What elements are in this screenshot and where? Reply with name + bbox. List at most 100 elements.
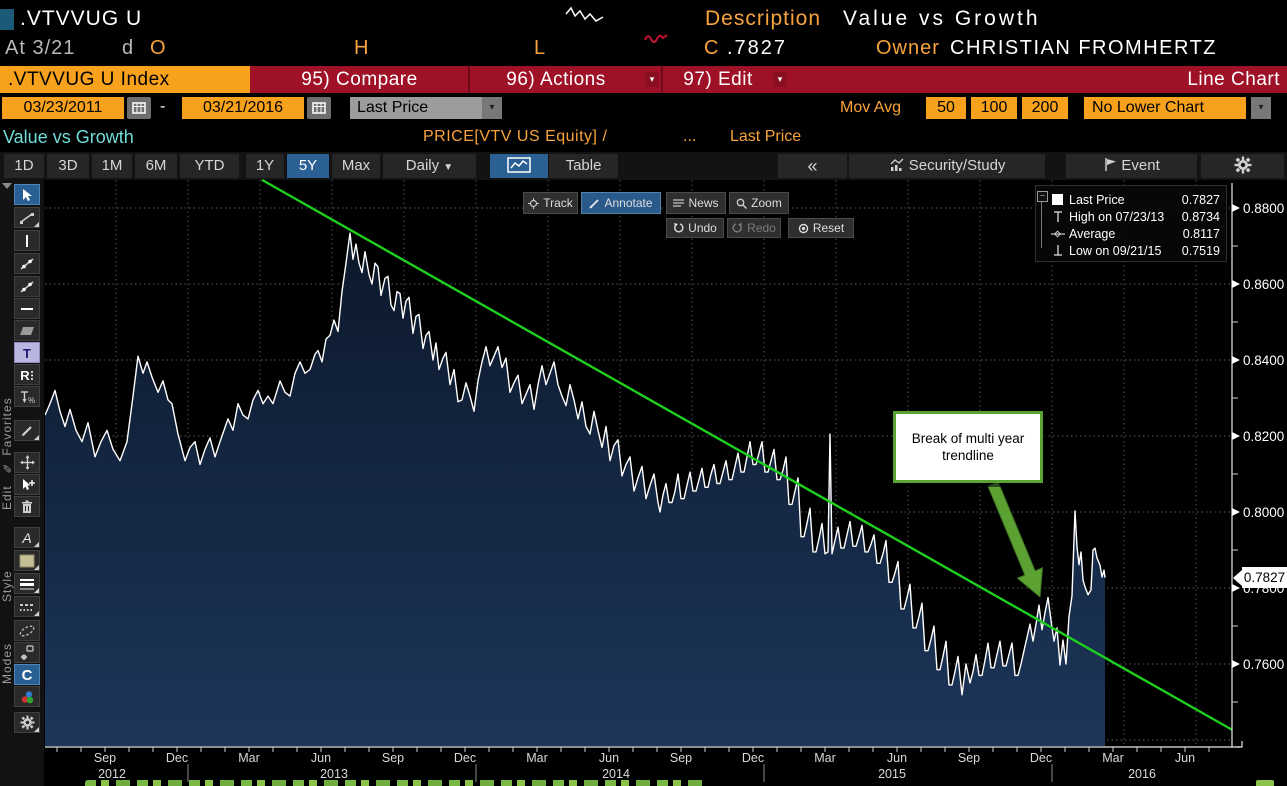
channel-tool-button[interactable] xyxy=(14,320,40,341)
range-tab-1d[interactable]: 1D xyxy=(4,154,44,178)
regression-icon: R xyxy=(19,368,35,382)
legend-label: High on 07/23/13 xyxy=(1069,209,1165,224)
track-button[interactable]: Track xyxy=(523,192,578,214)
edit-button[interactable]: 97) Edit xyxy=(683,69,753,90)
redo-icon xyxy=(732,223,743,233)
period-dropdown-daily[interactable]: Daily ▼ xyxy=(383,154,476,178)
line-chart-view-button[interactable] xyxy=(490,154,548,178)
reset-button[interactable]: Reset xyxy=(788,218,854,238)
annotation-arrow[interactable] xyxy=(987,481,1046,600)
date-to-calendar-button[interactable] xyxy=(307,97,331,119)
annotation-arrow-icon[interactable] xyxy=(987,481,1044,598)
mov-avg-50-button[interactable]: 50 xyxy=(926,97,966,119)
multi-select-tool-button[interactable] xyxy=(14,474,40,495)
legend-row-last-price[interactable]: Last Price 0.7827 xyxy=(1050,191,1220,208)
svg-text:%: % xyxy=(28,396,35,404)
delete-annotation-tool-button[interactable] xyxy=(14,496,40,517)
actions-button[interactable]: 96) Actions xyxy=(506,69,606,90)
regression-tool-button[interactable]: R xyxy=(14,364,40,385)
compare-button[interactable]: 95) Compare xyxy=(301,69,418,90)
range-tab-3d[interactable]: 3D xyxy=(47,154,89,178)
legend-label: Low on 09/21/15 xyxy=(1069,243,1162,258)
collapse-panel-button[interactable]: « xyxy=(778,154,847,178)
chart-settings-button[interactable] xyxy=(1201,154,1284,178)
y-axis-label: 0.8000 xyxy=(1243,505,1284,520)
lower-chart-dropdown[interactable]: No Lower Chart xyxy=(1084,97,1246,119)
extended-line-tool-button[interactable] xyxy=(14,276,40,297)
annotate-button[interactable]: Annotate xyxy=(581,192,661,214)
index-title-button[interactable]: .VTVVUG U Index xyxy=(0,66,250,93)
drawing-toolbar: ✎ Favorites Edit Style Modes T R% A C xyxy=(0,180,44,786)
crescent-icon: C xyxy=(20,667,34,682)
legend-row-high-on-07-23-13[interactable]: High on 07/23/13 0.8734 xyxy=(1050,208,1220,225)
cursor-tool-button[interactable] xyxy=(14,184,40,205)
trendline-icon xyxy=(19,211,35,225)
chart-settings-tool-button[interactable] xyxy=(14,712,40,733)
formula-ellipsis[interactable]: ... xyxy=(683,128,697,145)
crescent-mode-tool-button[interactable]: C xyxy=(14,664,40,685)
caret-icon xyxy=(34,542,39,547)
lasso-tool-button[interactable] xyxy=(14,620,40,641)
news-button[interactable]: News xyxy=(666,192,726,214)
date-from-calendar-button[interactable] xyxy=(127,97,151,119)
range-tab-6m[interactable]: 6M xyxy=(135,154,177,178)
toolbar-collapse-icon[interactable] xyxy=(2,183,12,189)
move-tool-button[interactable] xyxy=(14,452,40,473)
range-tab-1y[interactable]: 1Y xyxy=(246,154,284,178)
legend-value: 0.7519 xyxy=(1181,243,1220,258)
x-axis-month-label: Jun xyxy=(311,751,331,765)
table-view-button[interactable]: Table xyxy=(549,154,618,178)
event-button[interactable]: Event xyxy=(1066,154,1197,178)
last-price-swatch-icon xyxy=(1050,193,1066,206)
y-axis-label: 0.8400 xyxy=(1243,353,1284,368)
line-style-tool-button[interactable] xyxy=(14,596,40,617)
mov-avg-100-button[interactable]: 100 xyxy=(971,97,1017,119)
legend-box[interactable]: − Last Price 0.7827 High on 07/23/13 0.8734… xyxy=(1035,185,1227,262)
range-tab-max[interactable]: Max xyxy=(332,154,380,178)
trendline-tool-button[interactable] xyxy=(14,207,40,228)
range-tab-1m[interactable]: 1M xyxy=(92,154,132,178)
font-tool-button[interactable]: A xyxy=(14,527,40,548)
security-study-button[interactable]: Security/Study xyxy=(849,154,1045,178)
x-axis-month-label: Jun xyxy=(1175,751,1195,765)
horizontal-line-tool-button[interactable] xyxy=(14,298,40,319)
trendline[interactable] xyxy=(261,178,1233,731)
price-field-dropdown[interactable]: Last Price xyxy=(350,97,487,119)
zoom-button[interactable]: Zoom xyxy=(729,192,789,214)
draw-tool-button[interactable] xyxy=(14,420,40,441)
date-from-field[interactable]: 03/23/2011 xyxy=(2,97,124,119)
undo-button[interactable]: Undo xyxy=(666,218,724,238)
low-marker-icon xyxy=(1050,244,1066,257)
range-tab-5y[interactable]: 5Y xyxy=(287,154,329,178)
line-width-tool-button[interactable] xyxy=(14,573,40,594)
legend-row-average[interactable]: Average 0.8117 xyxy=(1050,225,1220,242)
toolbar-divider xyxy=(661,66,663,93)
edit-caret-icon[interactable]: ▾ xyxy=(773,72,787,87)
quote-high-label: H xyxy=(354,37,370,59)
lower-chart-caret-icon[interactable]: ▾ xyxy=(1251,97,1271,119)
color-swatch-tool-button[interactable] xyxy=(14,550,40,571)
period-label: Daily xyxy=(405,157,440,174)
x-axis-month-label: Dec xyxy=(1030,751,1052,765)
price-field-caret-icon[interactable]: ▾ xyxy=(482,97,502,119)
quote-low-label: L xyxy=(534,37,547,59)
trendline-annotation[interactable] xyxy=(261,178,1233,731)
mov-avg-200-button[interactable]: 200 xyxy=(1022,97,1068,119)
legend-row-low-on-09-21-15[interactable]: Low on 09/21/15 0.7519 xyxy=(1050,242,1220,259)
vertical-line-tool-button[interactable] xyxy=(14,230,40,251)
gear-icon xyxy=(1234,156,1251,174)
track-label: Track xyxy=(543,196,573,210)
fibonacci-tool-button[interactable]: % xyxy=(14,386,40,407)
range-tab-ytd[interactable]: YTD xyxy=(180,154,239,178)
text-tool-button[interactable]: T xyxy=(14,342,40,363)
ray-tool-button[interactable] xyxy=(14,253,40,274)
date-to-field[interactable]: 03/21/2016 xyxy=(182,97,304,119)
color-mode-tool-button[interactable] xyxy=(14,686,40,707)
redo-button[interactable]: Redo xyxy=(727,218,781,238)
description-label: Description xyxy=(705,7,822,30)
actions-caret-icon[interactable]: ▾ xyxy=(645,72,659,87)
legend-collapse-icon[interactable]: − xyxy=(1037,191,1048,202)
pin-tool-button[interactable] xyxy=(14,642,40,663)
annotation-text-box[interactable]: Break of multi year trendline xyxy=(893,411,1043,483)
